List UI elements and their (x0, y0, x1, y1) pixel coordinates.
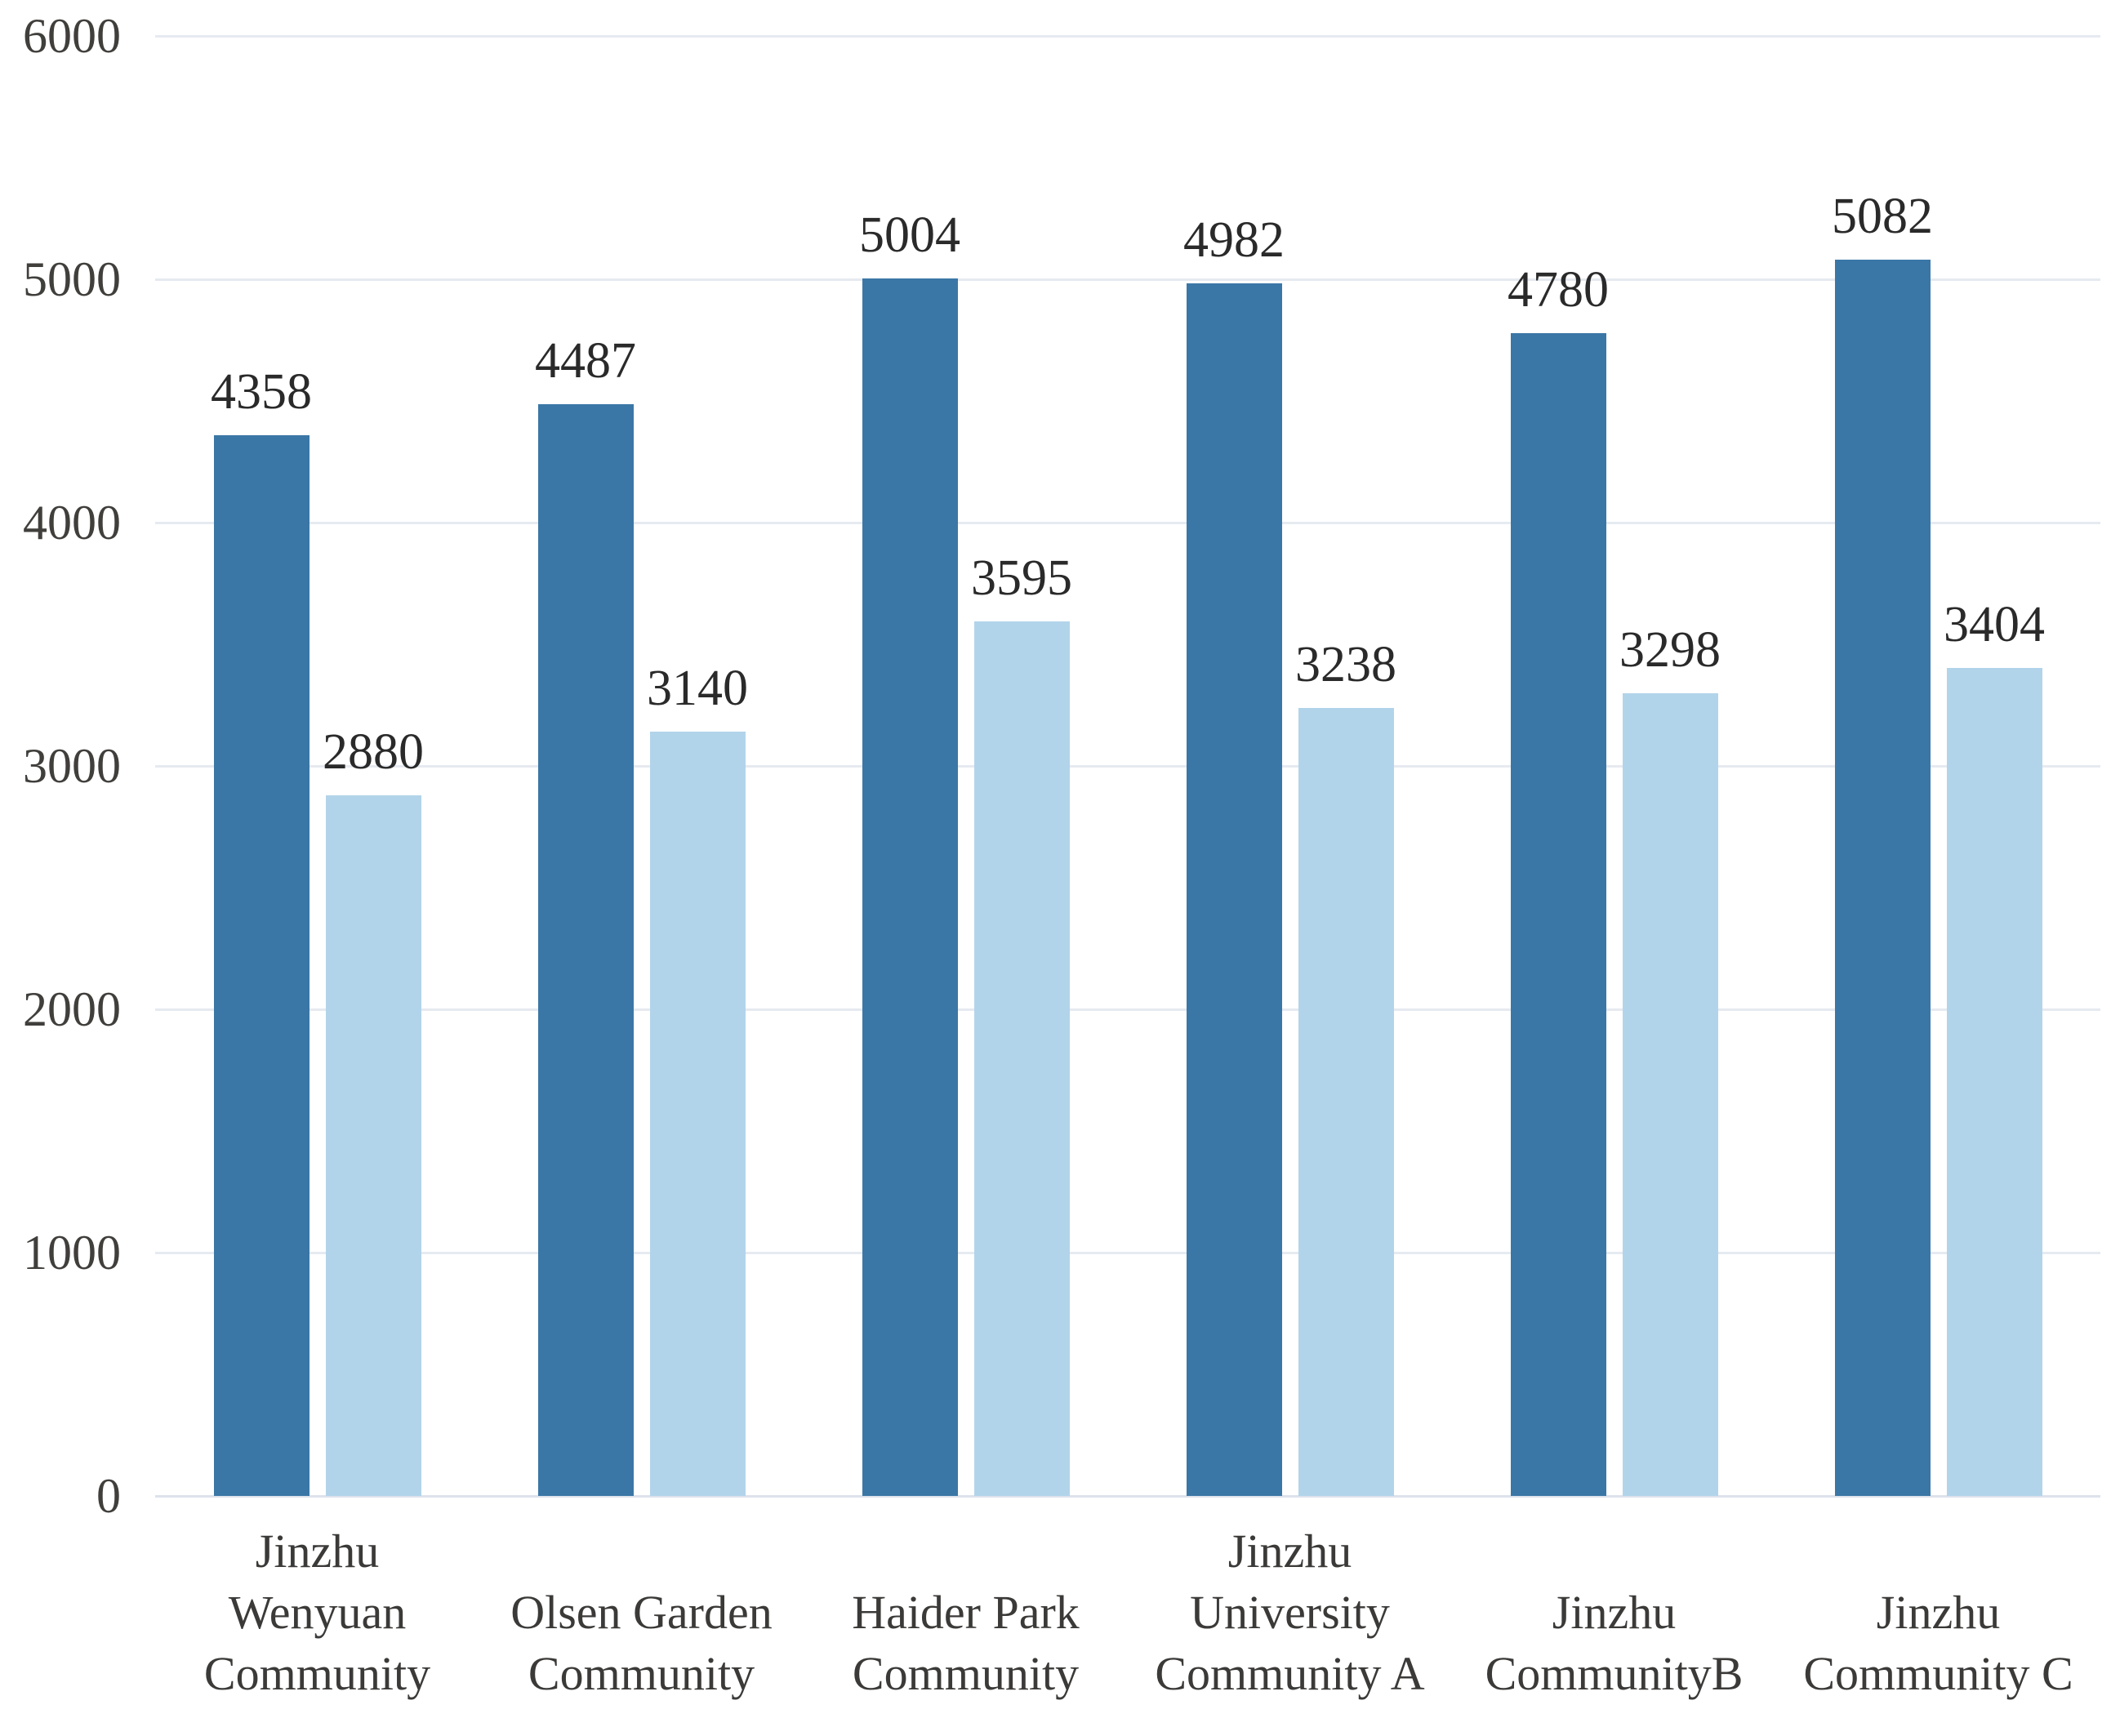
bar-value-label: 4982 (1183, 212, 1285, 269)
bar-wrap: 3595 (971, 553, 1072, 1496)
bar-wrap: 4780 (1508, 265, 1609, 1496)
bar-value-label: 3298 (1619, 622, 1721, 679)
bar-wrap: 5004 (859, 210, 960, 1496)
x-axis-label: Jinzhu University Community A (1128, 1515, 1452, 1704)
x-axis-label: Jinzhu Community C (1776, 1515, 2100, 1704)
bar-series1 (1834, 259, 1931, 1496)
x-axis-label-line: University (1190, 1586, 1390, 1639)
x-axis-label-line: Community C (1803, 1647, 2073, 1700)
bar-series1 (1510, 332, 1606, 1496)
bar-wrap: 5082 (1832, 191, 1933, 1496)
bar-series2 (325, 795, 421, 1496)
y-tick-label: 5000 (23, 252, 121, 306)
y-tick-label: 3000 (23, 739, 121, 793)
bar-value-label: 2880 (323, 723, 424, 780)
x-axis-label-line: Jinzhu (1227, 1525, 1352, 1578)
x-axis-label-line: Community (528, 1647, 755, 1700)
bar-series2 (1298, 708, 1394, 1496)
bar-series2 (1946, 667, 2042, 1496)
x-axis-label-line: Community A (1155, 1647, 1425, 1700)
x-axis-label-line: Jinzhu (1552, 1586, 1677, 1639)
y-tick-label: 2000 (23, 982, 121, 1036)
bar-wrap: 3140 (647, 663, 748, 1496)
bar-wrap: 3404 (1944, 599, 2045, 1496)
bar-value-label: 3140 (647, 661, 748, 717)
x-axis-label: Haider Park Community (804, 1515, 1128, 1704)
x-axis-label-line: Jinzhu (255, 1525, 380, 1578)
y-tick-label: 6000 (23, 9, 121, 63)
gridline (155, 764, 2100, 768)
x-axis-label: Olsen Garden Community (479, 1515, 804, 1704)
bar-wrap: 3298 (1619, 625, 1721, 1496)
bar-value-label: 3404 (1944, 596, 2045, 652)
bar-group: 5004 3595 (804, 36, 1128, 1496)
bar-value-label: 4487 (535, 332, 636, 389)
y-tick-label: 1000 (23, 1226, 121, 1280)
bar-series1 (537, 403, 634, 1496)
plot-area: 4358 2880 4487 3140 5004 3595 4982 3238 4780 3298… (155, 36, 2100, 1496)
bar-wrap: 2880 (323, 727, 424, 1496)
bar-series1 (862, 278, 958, 1496)
bar-series1 (213, 435, 310, 1496)
y-tick-label: 0 (96, 1469, 121, 1523)
bar-group: 4780 3298 (1452, 36, 1776, 1496)
x-axis: Jinzhu Wenyuan Community Olsen Garden Commun… (155, 1515, 2100, 1704)
bar-wrap: 4487 (535, 336, 636, 1496)
bar-value-label: 4358 (211, 364, 312, 421)
bar-series2 (649, 732, 746, 1496)
gridline (155, 1251, 2100, 1254)
bar-group: 4982 3238 (1128, 36, 1452, 1496)
gridline (155, 1008, 2100, 1011)
gridline (155, 521, 2100, 524)
x-axis-label-line: CommunityB (1485, 1647, 1744, 1700)
gridline (155, 34, 2100, 38)
bar-value-label: 5082 (1832, 188, 1933, 244)
x-axis-label-line: Wenyuan (228, 1586, 407, 1639)
bar-series2 (973, 621, 1070, 1496)
x-axis-label-line: Community (852, 1647, 1080, 1700)
bar-value-label: 3595 (971, 550, 1072, 606)
bar-series2 (1622, 693, 1718, 1496)
bar-group: 4358 2880 (155, 36, 479, 1496)
x-axis-label: Jinzhu CommunityB (1452, 1515, 1776, 1704)
x-axis-baseline (155, 1494, 2100, 1498)
x-axis-label-line: Community (203, 1647, 431, 1700)
bar-value-label: 5004 (859, 207, 960, 263)
x-axis-label-line: Olsen Garden (510, 1586, 773, 1639)
bar-series1 (1186, 283, 1282, 1496)
bar-value-label: 4780 (1508, 261, 1609, 318)
bar-wrap: 4982 (1183, 215, 1285, 1496)
x-axis-label-line: Haider Park (852, 1586, 1080, 1639)
bar-value-label: 3238 (1295, 637, 1396, 693)
bar-group: 4487 3140 (479, 36, 804, 1496)
x-axis-label: Jinzhu Wenyuan Community (155, 1515, 479, 1704)
bar-wrap: 3238 (1295, 639, 1396, 1496)
y-tick-label: 4000 (23, 496, 121, 550)
bar-group: 5082 3404 (1776, 36, 2100, 1496)
gridline (155, 278, 2100, 281)
bar-wrap: 4358 (211, 367, 312, 1496)
x-axis-label-line: Jinzhu (1876, 1586, 2001, 1639)
